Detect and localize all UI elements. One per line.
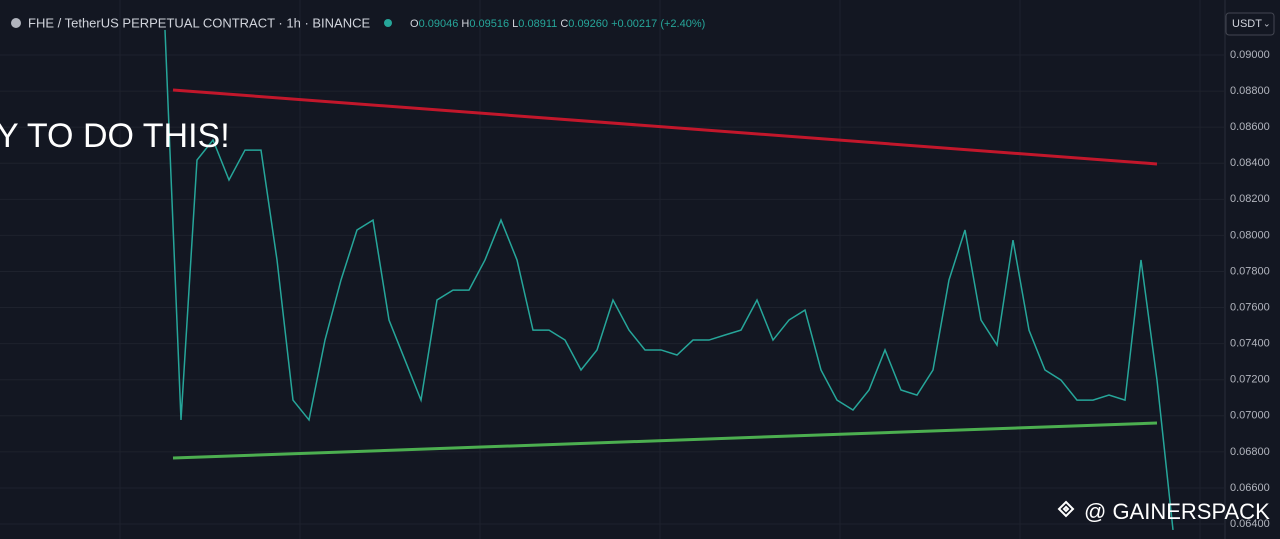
price-line	[164, 29, 1174, 531]
plot	[0, 29, 1225, 531]
watermark: @ GAINERSPACK	[1084, 499, 1270, 524]
y-tick-label: 0.06800	[1230, 446, 1270, 458]
y-tick-label: 0.07800	[1230, 265, 1270, 277]
y-tick-label: 0.08800	[1230, 85, 1270, 97]
ohlc-label: C	[560, 18, 568, 30]
y-tick-label: 0.08200	[1230, 193, 1270, 205]
y-tick-label: 0.06400	[1230, 518, 1270, 530]
ohlc-value: 0.09516	[469, 18, 509, 30]
ohlc-value: 0.09260	[568, 18, 608, 30]
y-tick-label: 0.08600	[1230, 121, 1270, 133]
chart-title: FHE / TetherUS PERPETUAL CONTRACT · 1h ·…	[28, 15, 370, 30]
overlay-text: Y TO DO THIS!	[0, 117, 230, 155]
ohlc: O0.09046 H0.09516 L0.08911 C0.09260 +0.0…	[410, 18, 705, 30]
y-tick-label: 0.07200	[1230, 374, 1270, 386]
ohlc-label: L	[512, 18, 518, 30]
currency-label[interactable]: USDT	[1232, 18, 1262, 30]
trend-line	[172, 421, 1158, 460]
ohlc-value: 0.09046	[419, 18, 459, 30]
y-tick-label: 0.07400	[1230, 338, 1270, 350]
ohlc-label: O	[410, 18, 419, 30]
y-tick-label: 0.07000	[1230, 410, 1270, 422]
y-tick-label: 0.08000	[1230, 229, 1270, 241]
dropdown-arrow: ⌄	[1263, 18, 1271, 28]
ohlc-change: +0.00217 (+2.40%)	[611, 18, 705, 30]
y-tick-label: 0.08400	[1230, 157, 1270, 169]
y-tick-label: 0.09000	[1230, 49, 1270, 61]
trend-line	[172, 88, 1158, 166]
currency-button[interactable]	[1225, 12, 1275, 36]
ohlc-value: 0.08911	[518, 18, 557, 30]
status-dot	[384, 19, 392, 27]
ohlc-label: H	[461, 18, 469, 30]
watermark-logo	[1057, 500, 1075, 518]
y-tick-label: 0.06600	[1230, 482, 1270, 494]
symbol-icon	[11, 18, 21, 28]
y-tick-label: 0.07600	[1230, 301, 1270, 313]
